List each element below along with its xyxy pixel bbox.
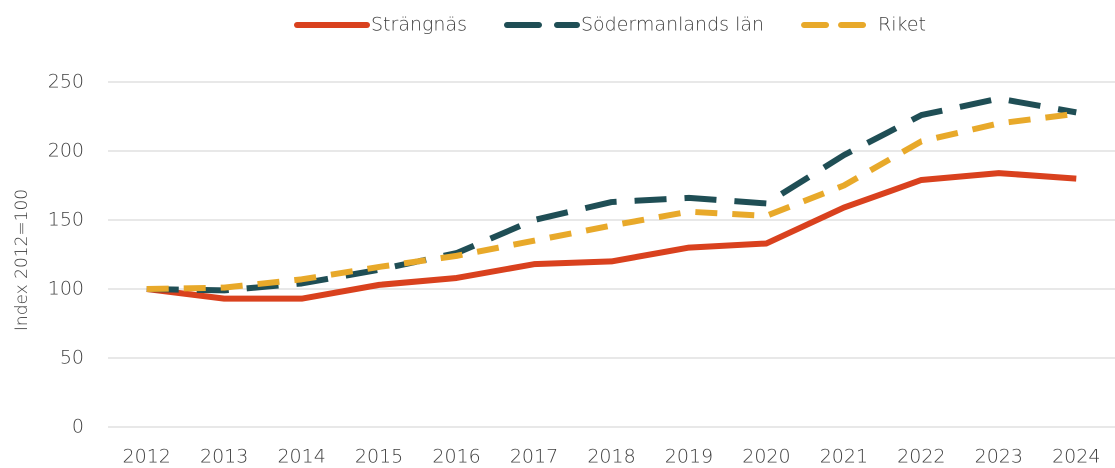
x-tick-label: 2018 [587,446,635,468]
series-line [146,95,1077,294]
legend-label: Strängnäs [371,14,467,36]
x-tick-label: 2015 [355,446,403,468]
y-tick-label: 100 [48,278,84,300]
series-line [146,170,1077,302]
y-tick-label: 150 [48,209,84,231]
x-tick-label: 2013 [200,446,248,468]
y-tick-label: 0 [72,416,84,438]
y-tick-label: 50 [60,347,84,369]
legend-label: Södermanlands län [581,14,764,36]
y-tick-label: 250 [48,71,84,93]
x-tick-label: 2021 [820,446,868,468]
x-tick-label: 2014 [277,446,325,468]
y-tick-label: 200 [48,140,84,162]
x-tick-label: 2017 [510,446,558,468]
x-tick-label: 2016 [432,446,480,468]
x-tick-label: 2024 [1052,446,1100,468]
y-axis-label: Index 2012=100 [12,189,32,331]
series-line [146,110,1077,292]
x-tick-label: 2012 [123,446,171,468]
x-tick-label: 2020 [742,446,790,468]
legend-label: Riket [878,14,926,36]
x-tick-label: 2022 [897,446,945,468]
x-tick-label: 2019 [665,446,713,468]
x-tick-label: 2023 [975,446,1023,468]
